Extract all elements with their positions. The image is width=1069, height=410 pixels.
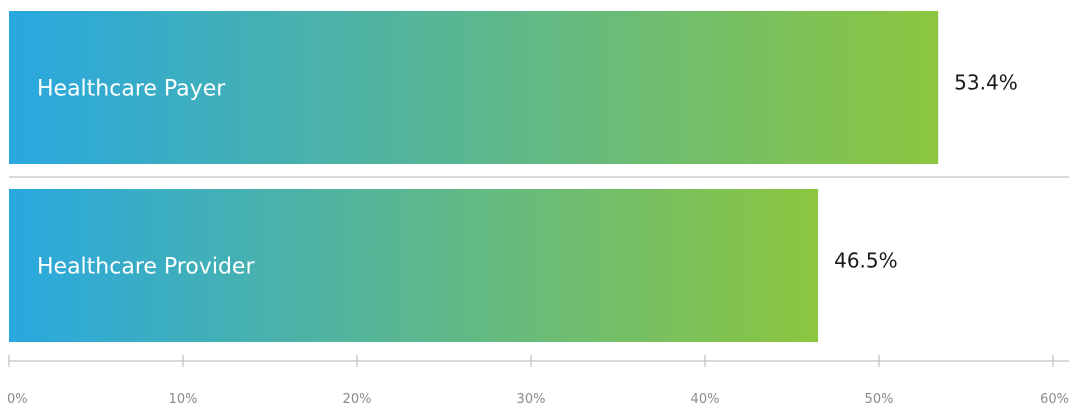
x-tick-label: 40% — [691, 392, 720, 407]
bar — [9, 11, 939, 164]
x-tick-label: 20% — [343, 392, 372, 407]
x-tick-label: 50% — [865, 392, 894, 407]
bar-value-label: 53.4% — [954, 71, 1018, 95]
bar-value-label: 46.5% — [834, 249, 898, 273]
x-tick-label: 60% — [1040, 392, 1069, 407]
bar-group: Healthcare Payer 53.4% — [9, 11, 1018, 164]
bar-category-label: Healthcare Payer — [37, 77, 226, 102]
x-tick-label: 30% — [517, 392, 546, 407]
x-tick-label: 10% — [169, 392, 198, 407]
x-axis: 0% 10% 20% 30% 40% 50% 60% — [7, 355, 1069, 407]
x-tick-label: 0% — [7, 392, 28, 407]
bar — [9, 189, 819, 342]
bars-layer: Healthcare Payer 53.4% Healthcare Provider… — [9, 11, 1069, 342]
bar-category-label: Healthcare Provider — [37, 255, 255, 280]
bar-group: Healthcare Provider 46.5% — [9, 189, 898, 342]
